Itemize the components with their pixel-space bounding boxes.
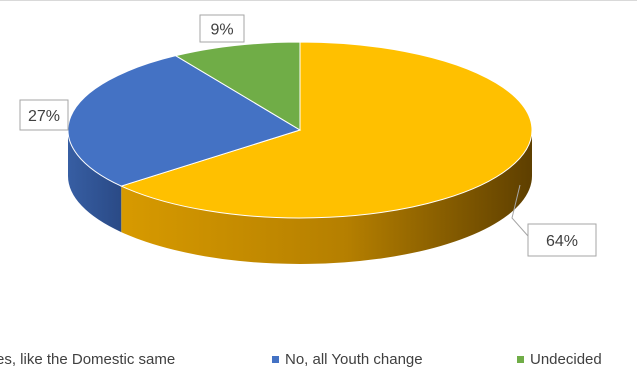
data-label-box-no xyxy=(19,99,69,131)
data-label-leader-yes xyxy=(511,184,529,237)
pie-side-yes xyxy=(121,130,533,264)
chart-top-border xyxy=(0,0,637,1)
data-label-box-undecided xyxy=(199,14,245,43)
legend: es, like the Domestic same No, all Youth… xyxy=(0,350,637,374)
data-label-undecided: 9% xyxy=(210,22,233,39)
legend-swatch-no xyxy=(272,355,279,363)
pie-slice-yes xyxy=(119,41,533,219)
legend-item-undecided: Undecided xyxy=(517,350,602,370)
legend-swatch-undecided xyxy=(517,355,524,363)
legend-item-no: No, all Youth change xyxy=(272,350,423,370)
pie-slice-undecided xyxy=(174,41,301,131)
legend-label-undecided: Undecided xyxy=(530,351,602,368)
data-label-no: 27% xyxy=(28,108,60,125)
pie-side-no xyxy=(68,130,122,233)
pie-chart-plot: 64% 27% 9% xyxy=(19,14,597,264)
data-label-box-yes xyxy=(527,223,597,257)
legend-item-yes: es, like the Domestic same xyxy=(0,350,175,370)
legend-label-no: No, all Youth change xyxy=(285,351,423,368)
pie-slice-no xyxy=(67,55,302,187)
data-label-yes: 64% xyxy=(546,233,578,250)
legend-label-yes: es, like the Domestic same xyxy=(0,351,176,368)
